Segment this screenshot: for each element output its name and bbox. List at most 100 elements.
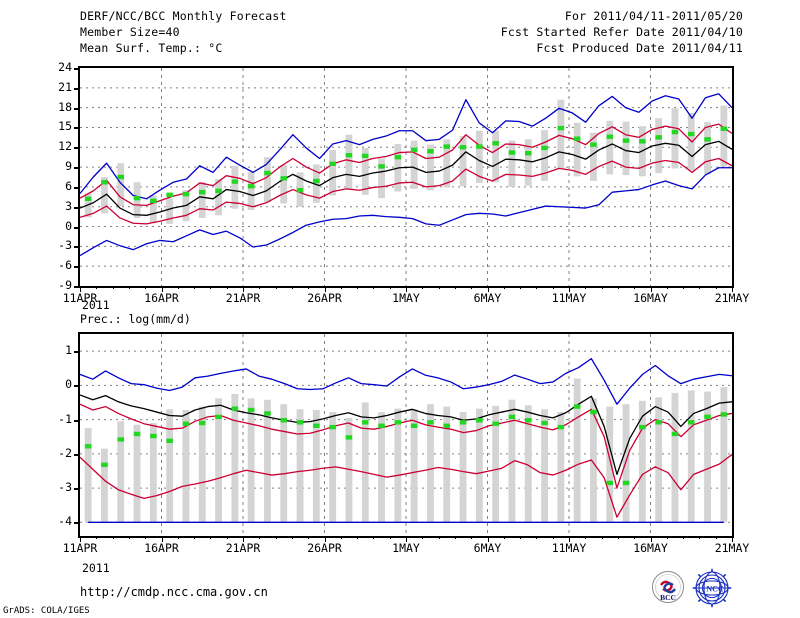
median-dash <box>557 424 565 430</box>
y-tick-label: -3 <box>58 480 72 495</box>
prec-panel-title: Prec.: log(mm/d) <box>80 312 191 326</box>
median-dash <box>573 136 581 141</box>
grid-lines <box>80 334 732 536</box>
bcc-logo-icon: BCC <box>652 571 684 603</box>
x-tick-mark <box>194 286 196 289</box>
spread-bar <box>264 157 271 203</box>
median-dash <box>671 431 679 437</box>
x-tick-mark <box>650 286 652 292</box>
y-tick-mark <box>74 419 79 422</box>
spread-bar <box>231 165 239 209</box>
x-tick-mark <box>275 286 277 289</box>
y-tick-label: -3 <box>58 238 72 253</box>
x-tick-label: 16MAY <box>633 541 668 555</box>
x-tick-mark <box>617 286 619 289</box>
bcc-logo-text: BCC <box>660 593 676 602</box>
y-tick-label: 9 <box>65 159 72 174</box>
prec-axis-year: 2011 <box>82 561 110 575</box>
spread-bar <box>101 448 108 523</box>
x-tick-mark <box>96 536 98 539</box>
temperature-plot-canvas <box>80 68 732 286</box>
median-dash <box>590 409 597 415</box>
x-tick-mark <box>503 286 505 289</box>
x-tick-label: 21MAY <box>714 291 750 305</box>
x-tick-mark <box>503 536 505 539</box>
spread-bar <box>149 423 157 523</box>
median-dash <box>524 418 532 423</box>
median-dash <box>313 178 320 184</box>
series-lower-quartile <box>80 157 732 225</box>
x-tick-mark <box>536 536 538 539</box>
spread-bar <box>247 398 255 523</box>
spread-bar <box>704 122 711 175</box>
spread-bar <box>541 409 548 523</box>
x-tick-mark <box>634 286 636 289</box>
median-dash <box>639 139 646 144</box>
spread-bar <box>459 412 467 523</box>
y-tick-label: -9 <box>58 278 72 292</box>
x-tick-mark <box>536 286 538 289</box>
y-tick-mark <box>74 246 79 249</box>
cmdp-url[interactable]: http://cmdp.ncc.cma.gov.cn <box>80 585 268 599</box>
x-tick-label: 16APR <box>144 541 179 555</box>
spread-bar <box>443 406 451 523</box>
spread-bar <box>475 408 483 523</box>
series-max <box>80 93 732 200</box>
spread-bar <box>475 130 483 183</box>
ensemble-spread-bar <box>84 378 728 523</box>
median-dash <box>280 418 288 423</box>
x-tick-mark <box>732 286 733 292</box>
median-dash <box>198 189 206 195</box>
median-dash <box>329 161 336 166</box>
spread-bar <box>443 139 451 188</box>
median-dash <box>557 125 565 131</box>
grid-lines <box>80 68 732 286</box>
median-dash <box>280 176 288 181</box>
y-tick-mark <box>74 266 79 269</box>
x-tick-label: 11MAY <box>551 541 587 555</box>
y-tick-mark <box>74 351 79 354</box>
median-dash <box>492 141 499 146</box>
x-tick-mark <box>145 286 147 289</box>
median-dash <box>101 180 108 185</box>
x-tick-mark <box>683 536 685 539</box>
y-tick-mark <box>74 206 79 209</box>
median-dash <box>508 414 516 420</box>
spread-bar <box>247 172 255 211</box>
y-tick-mark <box>74 186 79 189</box>
y-tick-mark <box>74 385 79 388</box>
x-tick-mark <box>699 536 701 539</box>
spread-bar <box>671 108 679 169</box>
x-tick-mark <box>210 536 212 539</box>
x-tick-mark <box>422 536 424 539</box>
x-tick-label: 1MAY <box>392 291 420 305</box>
median-dash <box>541 420 548 426</box>
ncc-logo-text: NCC <box>706 585 724 594</box>
median-dash <box>166 192 173 198</box>
spread-bar <box>149 195 157 224</box>
median-dash <box>117 174 125 180</box>
spread-bar <box>622 121 630 176</box>
spread-bar <box>361 402 369 523</box>
median-dash <box>476 144 483 149</box>
spread-bar <box>492 405 500 523</box>
y-tick-label: 24 <box>58 60 72 74</box>
x-tick-mark <box>650 536 652 542</box>
spread-bar <box>427 404 434 523</box>
x-tick-label: 21MAY <box>714 541 750 555</box>
grads-credit: GrADS: COLA/IGES <box>3 606 90 616</box>
y-tick-label: 18 <box>58 99 72 114</box>
median-dash <box>687 131 695 137</box>
y-tick-mark <box>74 522 79 525</box>
x-tick-mark <box>683 286 685 289</box>
spread-bar <box>704 391 711 523</box>
x-tick-mark <box>699 286 701 289</box>
x-tick-mark <box>324 286 326 292</box>
spread-bar <box>606 120 614 175</box>
spread-bar <box>345 417 353 523</box>
x-tick-mark <box>471 536 473 539</box>
median-dash <box>427 420 434 425</box>
x-tick-mark <box>340 286 342 289</box>
y-tick-mark <box>74 488 79 491</box>
